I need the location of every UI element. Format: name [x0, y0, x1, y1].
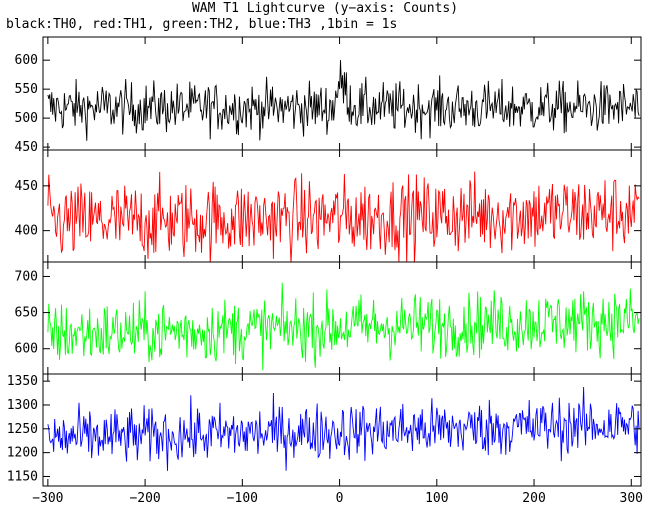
lightcurve-series-0: [47, 60, 640, 141]
x-tick-label: 0: [336, 491, 344, 505]
y-tick-label: 650: [15, 306, 38, 321]
y-tick-label: 600: [15, 342, 38, 357]
lightcurve-series-2: [47, 282, 640, 371]
y-tick-label: 450: [15, 140, 38, 155]
y-tick-label: 550: [15, 82, 38, 97]
chart-subtitle: black:TH0, red:TH1, green:TH2, blue:TH3 …: [6, 17, 398, 32]
x-tick-label: −100: [227, 491, 258, 505]
y-tick-label: 1200: [7, 446, 38, 461]
y-tick-label: 1250: [7, 422, 38, 437]
y-tick-label: 700: [15, 269, 38, 284]
lightcurve-series-1: [47, 171, 640, 262]
y-tick-label: 450: [15, 179, 38, 194]
x-tick-label: 200: [522, 491, 545, 505]
x-tick-label: −300: [32, 491, 63, 505]
y-tick-label: 500: [15, 111, 38, 126]
x-tick-label: −200: [129, 491, 160, 505]
y-tick-label: 1150: [7, 469, 38, 484]
panel-frame-3: [42, 373, 642, 487]
x-tick-label: 300: [620, 491, 643, 505]
y-tick-label: 400: [15, 224, 38, 239]
panel-frame-0: [42, 36, 642, 151]
chart-title: WAM T1 Lightcurve (y−axis: Counts): [191, 1, 459, 16]
y-tick-label: 1350: [7, 374, 38, 389]
x-tick-label: 100: [425, 491, 448, 505]
y-tick-label: 600: [15, 53, 38, 68]
lightcurve-series-3: [47, 386, 640, 471]
y-tick-label: 1300: [7, 398, 38, 413]
